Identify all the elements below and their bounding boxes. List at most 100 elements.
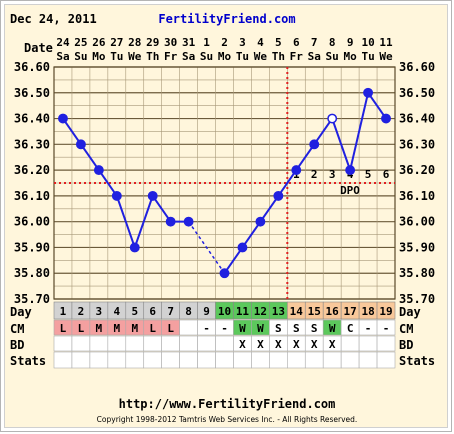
temperature-point[interactable]	[165, 216, 176, 227]
weekday-label: Fr	[290, 50, 304, 63]
date-label: 11	[379, 36, 393, 49]
cm-value: -	[203, 322, 210, 335]
temperature-point-open[interactable]	[327, 113, 338, 124]
weekday-label: Su	[326, 50, 339, 63]
temperature-point[interactable]	[93, 165, 104, 176]
cm-value: L	[149, 322, 156, 335]
weekday-label: Mo	[92, 50, 106, 63]
weekday-label: Th	[146, 50, 159, 63]
cm-value: L	[78, 322, 85, 335]
bd-cell	[89, 335, 109, 352]
temperature-line	[115, 195, 136, 248]
day-number: 13	[272, 305, 285, 318]
date-label: 24	[56, 36, 70, 49]
temperature-line	[349, 92, 370, 171]
temperature-point[interactable]	[219, 268, 230, 279]
day-number: 4	[114, 305, 121, 318]
temperature-point[interactable]	[129, 242, 140, 253]
bd-cell	[53, 335, 73, 352]
temperature-point[interactable]	[345, 165, 356, 176]
temperature-line	[331, 118, 352, 171]
row-label-bd-right: BD	[399, 338, 413, 352]
stats-cell	[71, 351, 91, 369]
bd-value: X	[275, 338, 282, 351]
stats-cell	[89, 351, 109, 369]
bd-value: X	[293, 338, 300, 351]
bd-cell	[161, 335, 180, 352]
y-tick-label-right: 35.80	[399, 266, 435, 280]
temperature-point[interactable]	[58, 113, 68, 124]
temperature-line	[133, 195, 154, 248]
y-tick-label-right: 36.00	[399, 215, 435, 229]
row-label-cm-left: CM	[10, 322, 24, 336]
date-label: 27	[110, 36, 123, 49]
bd-cell	[340, 335, 360, 352]
temperature-line	[151, 195, 172, 223]
y-tick-label-right: 36.40	[399, 112, 435, 126]
y-tick-label-right: 36.10	[399, 189, 435, 203]
temperature-point[interactable]	[273, 190, 284, 201]
weekday-label: Mo	[218, 50, 232, 63]
temperature-point[interactable]	[255, 216, 266, 227]
date-label: 9	[347, 36, 354, 49]
weekday-label: Tu	[361, 50, 374, 63]
y-tick-label-left: 35.90	[14, 240, 50, 254]
temperature-point[interactable]	[147, 190, 158, 201]
temperature-point[interactable]	[309, 139, 320, 150]
y-tick-label-left: 35.70	[14, 292, 50, 306]
date-label: 26	[92, 36, 106, 49]
day-number: 17	[344, 305, 357, 318]
stats-cell	[107, 351, 127, 369]
y-tick-label-left: 36.40	[14, 112, 50, 126]
stats-cell	[304, 351, 324, 369]
day-number: 18	[361, 305, 374, 318]
temperature-point[interactable]	[75, 139, 86, 150]
cm-value: -	[365, 322, 372, 335]
weekday-label: Tu	[236, 50, 249, 63]
temperature-point[interactable]	[381, 113, 391, 124]
footer-copyright: Copyright 1998-2012 Tamtris Web Services…	[97, 415, 358, 424]
date-label: 5	[275, 36, 282, 49]
temperature-point[interactable]	[237, 242, 248, 253]
y-tick-label-left: 36.50	[14, 86, 50, 100]
day-number: 6	[149, 305, 156, 318]
day-cell	[376, 301, 396, 320]
stats-cell	[215, 351, 234, 369]
bd-cell	[71, 335, 91, 352]
stats-cell	[269, 351, 288, 369]
stats-cell	[340, 351, 360, 369]
dpo-number: 2	[311, 168, 318, 181]
cm-value: S	[275, 322, 282, 335]
bd-value: X	[257, 338, 264, 351]
dpo-number: 6	[383, 168, 390, 181]
cm-value: L	[167, 322, 174, 335]
day-number: 5	[131, 305, 138, 318]
stats-cell	[161, 351, 180, 369]
weekday-label: We	[254, 50, 268, 63]
day-number: 16	[326, 305, 340, 318]
footer-url[interactable]: http://www.FertilityFriend.com	[119, 397, 336, 411]
temperature-point[interactable]	[363, 87, 374, 98]
y-tick-label-left: 36.20	[14, 163, 50, 177]
temperature-point[interactable]	[291, 165, 302, 176]
row-label-stats-right: Stats	[399, 354, 435, 368]
y-tick-label-right: 35.90	[399, 240, 435, 254]
date-label: 4	[257, 36, 264, 49]
chart-date: Dec 24, 2011	[10, 12, 97, 26]
temperature-point[interactable]	[183, 216, 194, 227]
date-label: 30	[164, 36, 177, 49]
bd-value: X	[311, 338, 318, 351]
day-number: 15	[308, 305, 321, 318]
temperature-line	[98, 169, 118, 197]
y-tick-label-right: 36.30	[399, 137, 435, 151]
y-tick-label-right: 36.60	[399, 60, 435, 74]
date-label: 25	[74, 36, 87, 49]
day-number: 7	[167, 305, 174, 318]
stats-cell	[125, 351, 145, 369]
weekday-label: Th	[272, 50, 285, 63]
cm-value: M	[96, 322, 103, 335]
dpo-label: DPO	[340, 184, 360, 197]
temperature-point[interactable]	[111, 190, 122, 201]
temperature-line	[80, 143, 100, 171]
